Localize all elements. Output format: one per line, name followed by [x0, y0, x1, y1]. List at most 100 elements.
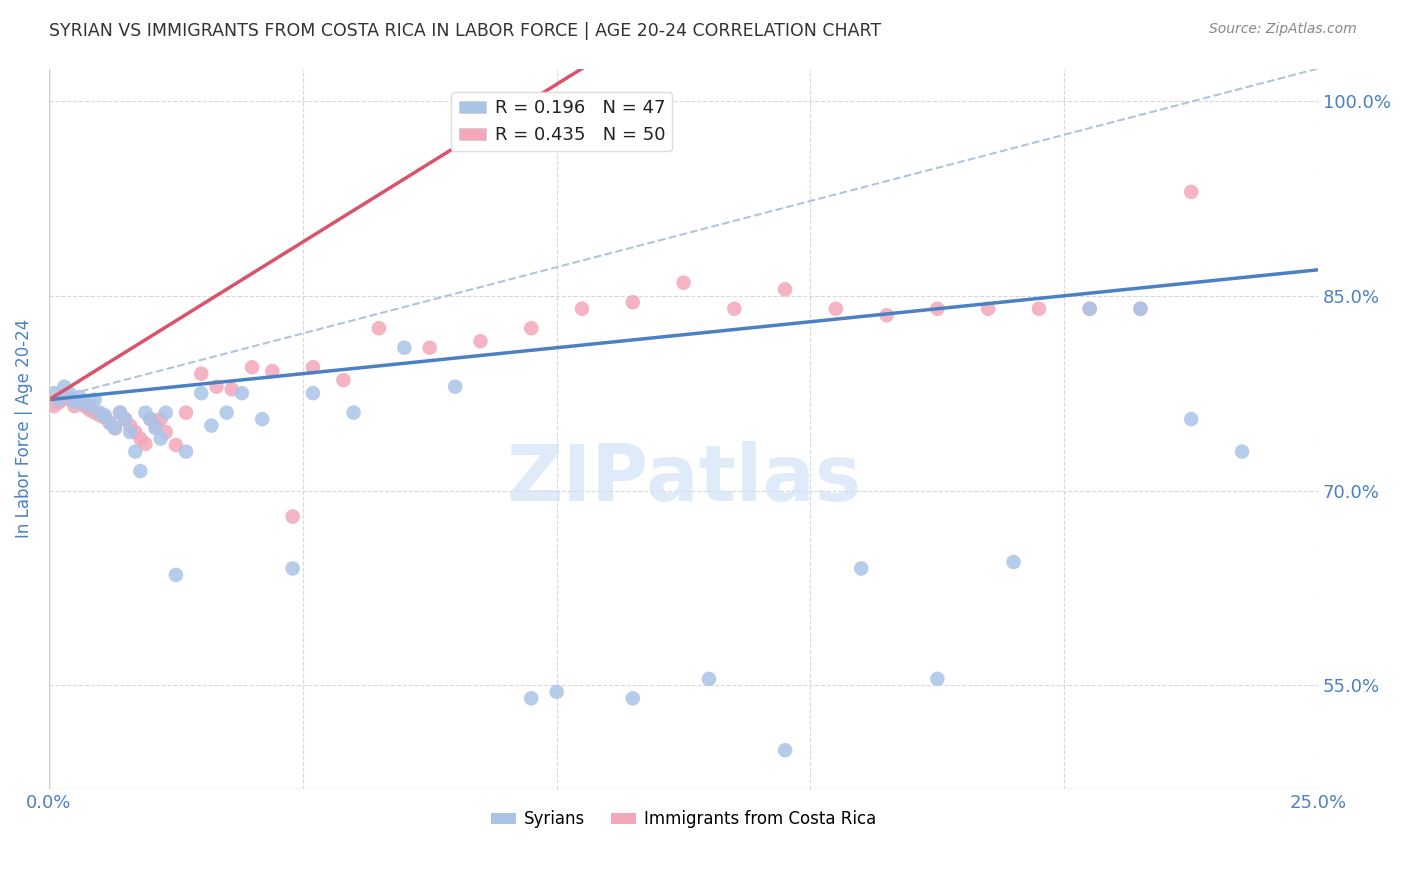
Point — [79, 403, 101, 417]
Point — [165, 438, 187, 452]
Point — [58, 392, 80, 407]
Point — [63, 399, 86, 413]
Point — [824, 301, 846, 316]
Point — [977, 301, 1000, 316]
Point — [571, 301, 593, 316]
Point — [98, 416, 121, 430]
Point — [165, 568, 187, 582]
Point — [1180, 185, 1202, 199]
Point — [927, 672, 949, 686]
Point — [129, 464, 152, 478]
Point — [250, 412, 273, 426]
Point — [773, 743, 796, 757]
Point — [63, 395, 86, 409]
Point — [470, 334, 492, 349]
Point — [139, 412, 162, 426]
Point — [83, 406, 105, 420]
Point — [124, 425, 146, 439]
Point — [83, 392, 105, 407]
Point — [1078, 301, 1101, 316]
Point — [155, 406, 177, 420]
Point — [200, 418, 222, 433]
Point — [281, 561, 304, 575]
Point — [1002, 555, 1025, 569]
Text: SYRIAN VS IMMIGRANTS FROM COSTA RICA IN LABOR FORCE | AGE 20-24 CORRELATION CHAR: SYRIAN VS IMMIGRANTS FROM COSTA RICA IN … — [49, 22, 882, 40]
Point — [67, 395, 90, 409]
Point — [53, 379, 76, 393]
Point — [108, 406, 131, 420]
Point — [98, 416, 121, 430]
Point — [48, 392, 70, 407]
Point — [120, 418, 142, 433]
Point — [342, 406, 364, 420]
Point — [120, 425, 142, 439]
Point — [149, 432, 172, 446]
Point — [104, 421, 127, 435]
Point — [1028, 301, 1050, 316]
Point — [139, 412, 162, 426]
Point — [134, 406, 156, 420]
Point — [134, 437, 156, 451]
Point — [145, 421, 167, 435]
Point — [190, 386, 212, 401]
Point — [723, 301, 745, 316]
Point — [444, 379, 467, 393]
Point — [876, 308, 898, 322]
Point — [1129, 301, 1152, 316]
Point — [927, 301, 949, 316]
Point — [94, 409, 117, 423]
Point — [281, 509, 304, 524]
Point — [48, 395, 70, 409]
Point — [67, 390, 90, 404]
Point — [332, 373, 354, 387]
Point — [546, 685, 568, 699]
Point — [73, 399, 96, 413]
Point — [368, 321, 391, 335]
Point — [302, 360, 325, 375]
Point — [394, 341, 416, 355]
Point — [42, 399, 65, 413]
Point — [108, 406, 131, 420]
Point — [773, 282, 796, 296]
Point — [621, 691, 644, 706]
Text: Source: ZipAtlas.com: Source: ZipAtlas.com — [1209, 22, 1357, 37]
Point — [58, 386, 80, 401]
Point — [672, 276, 695, 290]
Point — [89, 406, 111, 420]
Point — [231, 386, 253, 401]
Point — [73, 395, 96, 409]
Point — [221, 382, 243, 396]
Point — [145, 418, 167, 433]
Point — [1129, 301, 1152, 316]
Point — [851, 561, 873, 575]
Point — [205, 379, 228, 393]
Point — [89, 409, 111, 423]
Point — [149, 412, 172, 426]
Point — [621, 295, 644, 310]
Point — [302, 386, 325, 401]
Point — [215, 406, 238, 420]
Y-axis label: In Labor Force | Age 20-24: In Labor Force | Age 20-24 — [15, 319, 32, 539]
Point — [1180, 412, 1202, 426]
Point — [114, 412, 136, 426]
Point — [1230, 444, 1253, 458]
Text: ZIPatlas: ZIPatlas — [506, 442, 860, 517]
Point — [104, 421, 127, 435]
Point — [174, 406, 197, 420]
Point — [190, 367, 212, 381]
Point — [42, 386, 65, 401]
Point — [520, 321, 543, 335]
Point — [697, 672, 720, 686]
Point — [124, 444, 146, 458]
Point — [240, 360, 263, 375]
Point — [129, 432, 152, 446]
Point — [419, 341, 441, 355]
Point — [53, 390, 76, 404]
Point — [520, 691, 543, 706]
Legend: Syrians, Immigrants from Costa Rica: Syrians, Immigrants from Costa Rica — [484, 804, 883, 835]
Point — [155, 425, 177, 439]
Point — [174, 444, 197, 458]
Point — [262, 364, 284, 378]
Point — [94, 410, 117, 425]
Point — [1078, 301, 1101, 316]
